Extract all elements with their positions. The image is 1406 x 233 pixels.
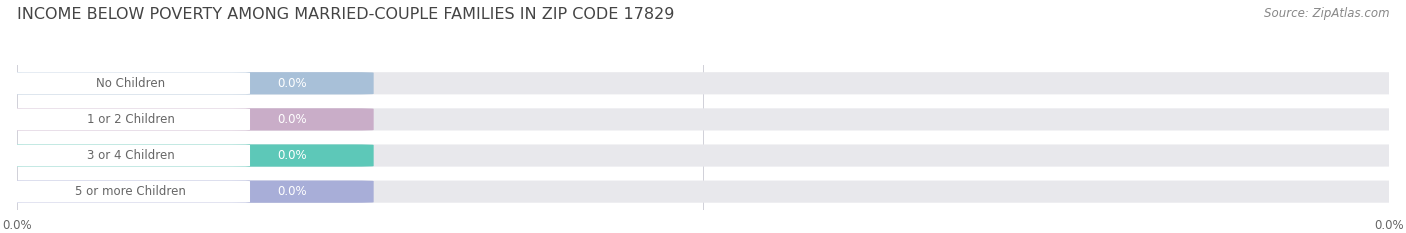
FancyBboxPatch shape <box>0 108 374 130</box>
FancyBboxPatch shape <box>0 72 374 94</box>
Text: INCOME BELOW POVERTY AMONG MARRIED-COUPLE FAMILIES IN ZIP CODE 17829: INCOME BELOW POVERTY AMONG MARRIED-COUPL… <box>17 7 675 22</box>
Text: 0.0%: 0.0% <box>278 149 308 162</box>
FancyBboxPatch shape <box>0 144 374 167</box>
FancyBboxPatch shape <box>6 181 250 203</box>
FancyBboxPatch shape <box>0 181 374 203</box>
FancyBboxPatch shape <box>6 108 250 130</box>
Text: 1 or 2 Children: 1 or 2 Children <box>87 113 174 126</box>
Text: 5 or more Children: 5 or more Children <box>76 185 186 198</box>
FancyBboxPatch shape <box>1 144 1405 167</box>
Text: 0.0%: 0.0% <box>278 185 308 198</box>
FancyBboxPatch shape <box>1 108 1405 130</box>
Text: 0.0%: 0.0% <box>278 77 308 90</box>
FancyBboxPatch shape <box>6 72 250 94</box>
Text: Source: ZipAtlas.com: Source: ZipAtlas.com <box>1264 7 1389 20</box>
FancyBboxPatch shape <box>6 144 250 167</box>
Text: 3 or 4 Children: 3 or 4 Children <box>87 149 174 162</box>
Text: 0.0%: 0.0% <box>278 113 308 126</box>
FancyBboxPatch shape <box>1 72 1405 94</box>
FancyBboxPatch shape <box>1 181 1405 203</box>
Text: No Children: No Children <box>96 77 166 90</box>
